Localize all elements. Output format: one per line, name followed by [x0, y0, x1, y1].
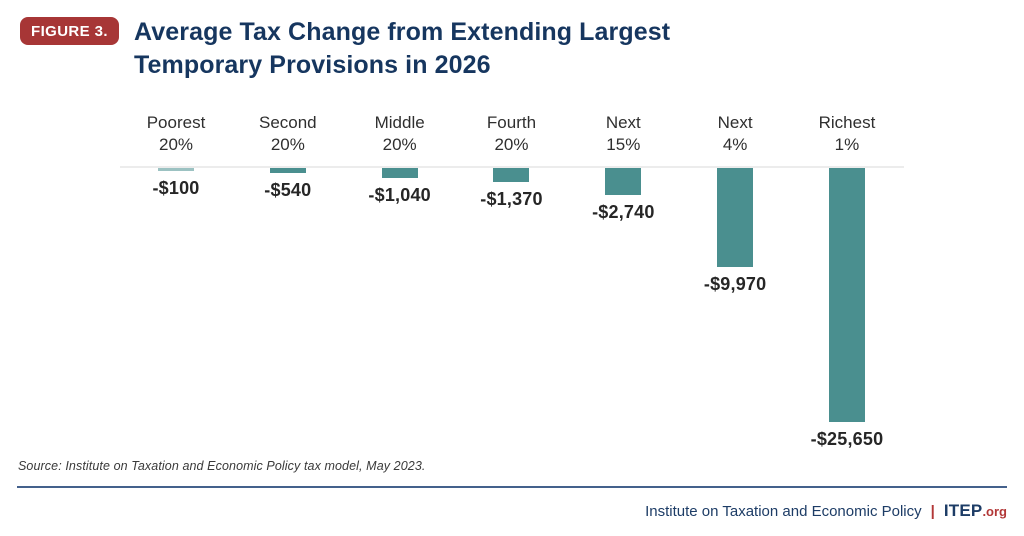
value-label: -$9,970 — [703, 273, 767, 294]
title-line-1: Average Tax Change from Extending Larges… — [134, 18, 671, 46]
value-label: -$1,370 — [480, 188, 543, 209]
bar — [828, 168, 865, 422]
category-label: Richest 1% — [818, 113, 876, 154]
value-label: -$540 — [264, 180, 312, 201]
page-title: Average Tax Change from Extending Larges… — [134, 16, 670, 82]
figure-number-badge: FIGURE 3. — [20, 17, 119, 45]
bar — [605, 168, 642, 196]
bar — [717, 168, 754, 267]
category-label: Next 15% — [605, 113, 641, 154]
itep-logo-suffix[interactable]: .org — [982, 504, 1007, 519]
value-label: -$1,040 — [368, 185, 431, 206]
value-label: -$100 — [152, 178, 200, 198]
footer-brand: Institute on Taxation and Economic Polic… — [645, 501, 1007, 521]
itep-logo[interactable]: ITEP — [943, 501, 983, 520]
figure-badge-label: FIGURE 3. — [31, 22, 108, 40]
bar — [381, 168, 418, 179]
value-label: -$25,650 — [810, 429, 884, 449]
category-label: Next 4% — [717, 113, 753, 154]
category-label: Second 20% — [258, 113, 317, 154]
value-label: -$2,740 — [592, 202, 655, 223]
source-note: Source: Institute on Taxation and Econom… — [18, 459, 426, 473]
footer-divider — [17, 486, 1007, 488]
category-label: Poorest 20% — [146, 113, 206, 154]
footer-org-name: Institute on Taxation and Economic Polic… — [645, 503, 922, 520]
title-line-2: Temporary Provisions in 2026 — [134, 51, 491, 79]
footer-separator: | — [930, 503, 935, 520]
bar — [269, 168, 306, 174]
bar — [493, 168, 530, 182]
category-label: Middle 20% — [374, 113, 425, 154]
category-label: Fourth 20% — [486, 113, 537, 154]
bar — [158, 168, 194, 171]
zero-baseline — [120, 166, 904, 168]
